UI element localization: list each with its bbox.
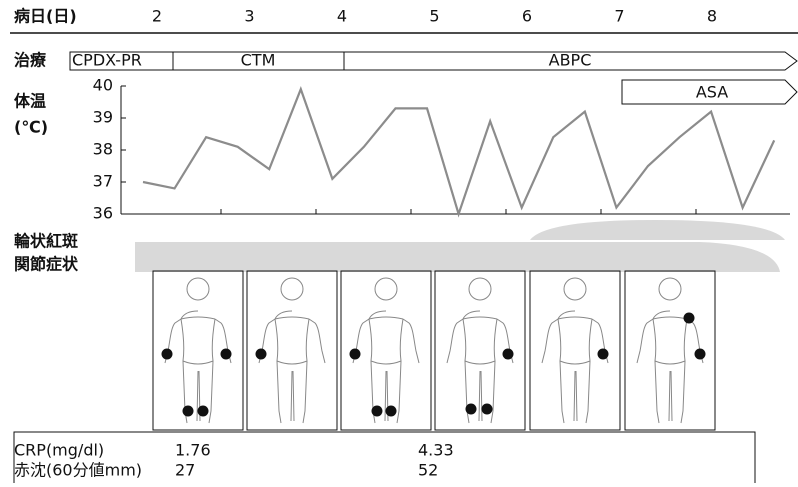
symptom-label: 輪状紅斑 [14, 232, 78, 251]
figure-body [259, 311, 325, 423]
joint-dot [466, 404, 477, 415]
joint-dot [221, 349, 232, 360]
joint-dot [198, 406, 209, 417]
treatment: CTM [241, 51, 276, 70]
lab-value: 1.76 [175, 441, 211, 460]
joint-dot [598, 349, 609, 360]
joint-dot [482, 404, 493, 415]
day-label: 7 [614, 7, 624, 26]
treatment: ABPC [549, 51, 592, 70]
figure-body [637, 311, 703, 423]
lab-value: 52 [418, 461, 438, 480]
y-tick-label: 38 [93, 140, 113, 159]
y-tick-label: 37 [93, 172, 113, 191]
day-label: 2 [152, 7, 162, 26]
joint-dot [256, 349, 267, 360]
lab-value: 4.33 [418, 441, 454, 460]
y-label: (℃) [14, 118, 48, 137]
temperature-line [143, 89, 774, 214]
lab-value: 27 [175, 461, 195, 480]
x-label: 病日(日) [14, 7, 77, 26]
joint-dot [372, 406, 383, 417]
day-label: 5 [429, 7, 439, 26]
joint-dot [695, 349, 706, 360]
day-label: 4 [337, 7, 347, 26]
lab-label: 赤沈(60分値mm) [14, 461, 142, 480]
chart: 病日(日) 治療 CPDX-PR CTM ABPC ASA 体温 (℃) 輪状紅… [0, 0, 798, 483]
joint-dot [162, 349, 173, 360]
figure-body [353, 311, 419, 423]
y-tick-label: 40 [93, 76, 113, 95]
treatment-label: 治療 [14, 51, 47, 70]
figure-body [542, 311, 608, 423]
joint-dot [503, 349, 514, 360]
y-label: 体温 [14, 92, 46, 111]
day-label: 8 [707, 7, 717, 26]
treatment: ASA [696, 83, 728, 102]
figure-head [469, 278, 491, 300]
lab-label: CRP(mg/dl) [14, 441, 104, 460]
y-tick-label: 36 [93, 204, 113, 223]
joint-dot [350, 349, 361, 360]
symptom-band [135, 242, 780, 272]
figure-head [187, 278, 209, 300]
day-label: 6 [522, 7, 532, 26]
day-label: 3 [244, 7, 254, 26]
figure-head [659, 278, 681, 300]
figure-head [375, 278, 397, 300]
treatment: CPDX-PR [72, 51, 142, 70]
figure-body [165, 311, 231, 423]
symptom-label: 関節症状 [14, 255, 79, 274]
figure-head [564, 278, 586, 300]
y-tick-label: 39 [93, 108, 113, 127]
joint-dot [386, 406, 397, 417]
joint-dot [684, 313, 695, 324]
joint-dot [183, 406, 194, 417]
figure-head [281, 278, 303, 300]
figure-body [447, 311, 513, 423]
symptom-band [530, 220, 785, 240]
